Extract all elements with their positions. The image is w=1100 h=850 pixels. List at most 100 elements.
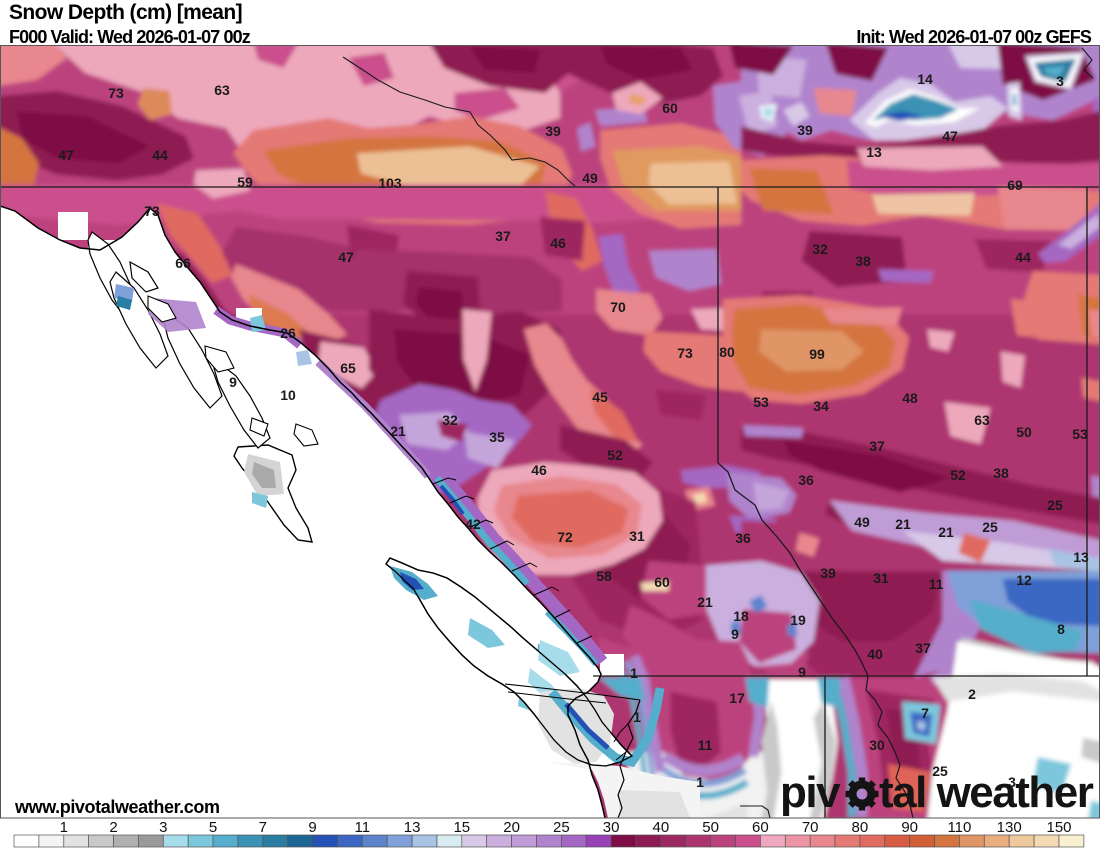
svg-text:99: 99 xyxy=(809,346,825,362)
svg-text:12: 12 xyxy=(1016,572,1032,588)
svg-text:66: 66 xyxy=(175,255,191,271)
svg-text:11: 11 xyxy=(929,576,944,592)
svg-text:70: 70 xyxy=(610,299,626,315)
svg-text:9: 9 xyxy=(308,819,316,836)
svg-text:37: 37 xyxy=(495,228,511,244)
svg-text:80: 80 xyxy=(719,344,735,360)
svg-text:44: 44 xyxy=(152,147,168,163)
svg-text:50: 50 xyxy=(1016,424,1032,440)
svg-text:1: 1 xyxy=(60,819,68,836)
svg-text:49: 49 xyxy=(582,170,598,186)
svg-text:59: 59 xyxy=(237,174,253,190)
svg-text:73: 73 xyxy=(677,345,693,361)
svg-text:13: 13 xyxy=(1073,549,1089,565)
svg-text:46: 46 xyxy=(550,235,566,251)
svg-text:32: 32 xyxy=(812,241,828,257)
svg-text:10: 10 xyxy=(280,387,296,403)
svg-text:37: 37 xyxy=(869,438,885,454)
svg-text:34: 34 xyxy=(813,398,829,414)
svg-text:60: 60 xyxy=(752,819,769,836)
svg-text:35: 35 xyxy=(489,429,505,445)
svg-text:3: 3 xyxy=(1008,774,1016,790)
svg-text:9: 9 xyxy=(229,374,237,390)
svg-text:11: 11 xyxy=(355,819,371,836)
svg-text:73: 73 xyxy=(108,85,124,101)
svg-text:15: 15 xyxy=(453,819,470,836)
svg-text:8: 8 xyxy=(1057,621,1065,637)
svg-text:9: 9 xyxy=(731,626,739,642)
svg-text:50: 50 xyxy=(702,819,719,836)
svg-text:49: 49 xyxy=(854,514,870,530)
svg-text:1: 1 xyxy=(633,709,641,725)
svg-text:63: 63 xyxy=(974,412,990,428)
svg-text:40: 40 xyxy=(653,819,670,836)
svg-text:1: 1 xyxy=(630,665,638,681)
svg-text:21: 21 xyxy=(697,594,713,610)
svg-text:39: 39 xyxy=(797,122,813,138)
svg-text:32: 32 xyxy=(442,412,458,428)
svg-text:53: 53 xyxy=(753,394,769,410)
svg-text:53: 53 xyxy=(1072,426,1088,442)
svg-text:52: 52 xyxy=(607,447,623,463)
svg-text:30: 30 xyxy=(603,819,620,836)
svg-text:70: 70 xyxy=(802,819,819,836)
svg-text:44: 44 xyxy=(1015,249,1031,265)
svg-text:130: 130 xyxy=(997,819,1022,836)
svg-text:21: 21 xyxy=(938,524,954,540)
svg-text:25: 25 xyxy=(553,819,570,836)
svg-text:2: 2 xyxy=(968,686,976,702)
svg-text:25: 25 xyxy=(1047,497,1063,513)
svg-text:21: 21 xyxy=(895,516,911,532)
svg-text:11: 11 xyxy=(698,737,713,753)
svg-text:31: 31 xyxy=(629,528,645,544)
svg-text:13: 13 xyxy=(404,819,421,836)
svg-text:60: 60 xyxy=(654,574,670,590)
svg-text:150: 150 xyxy=(1046,819,1071,836)
svg-text:47: 47 xyxy=(338,249,354,265)
svg-text:52: 52 xyxy=(950,467,966,483)
svg-text:36: 36 xyxy=(735,530,751,546)
svg-text:60: 60 xyxy=(662,100,678,116)
svg-text:37: 37 xyxy=(915,640,931,656)
svg-text:tal weather: tal weather xyxy=(879,768,1094,817)
svg-text:19: 19 xyxy=(790,612,806,628)
svg-text:18: 18 xyxy=(733,608,749,624)
svg-text:46: 46 xyxy=(531,462,547,478)
svg-text:38: 38 xyxy=(855,253,871,269)
svg-text:72: 72 xyxy=(557,529,573,545)
svg-text:58: 58 xyxy=(596,568,612,584)
svg-text:1: 1 xyxy=(696,774,704,790)
svg-text:69: 69 xyxy=(1007,177,1023,193)
svg-text:65: 65 xyxy=(340,360,356,376)
svg-text:30: 30 xyxy=(869,737,885,753)
svg-text:9: 9 xyxy=(798,664,806,680)
svg-text:73: 73 xyxy=(144,203,160,219)
svg-text:20: 20 xyxy=(503,819,520,836)
svg-text:48: 48 xyxy=(902,390,918,406)
svg-text:5: 5 xyxy=(209,819,217,836)
svg-text:45: 45 xyxy=(592,389,608,405)
svg-text:2: 2 xyxy=(109,819,117,836)
svg-text:39: 39 xyxy=(820,565,836,581)
svg-text:110: 110 xyxy=(947,819,971,836)
svg-text:piv: piv xyxy=(780,768,841,817)
svg-text:47: 47 xyxy=(942,128,958,144)
svg-text:25: 25 xyxy=(982,519,998,535)
svg-text:17: 17 xyxy=(729,690,745,706)
svg-text:80: 80 xyxy=(852,819,869,836)
svg-text:90: 90 xyxy=(901,819,918,836)
svg-text:3: 3 xyxy=(159,819,167,836)
svg-text:38: 38 xyxy=(993,465,1009,481)
svg-text:103: 103 xyxy=(378,175,402,191)
svg-text:25: 25 xyxy=(932,763,948,779)
svg-text:21: 21 xyxy=(390,423,406,439)
svg-text:7: 7 xyxy=(259,819,267,836)
svg-text:13: 13 xyxy=(866,144,882,160)
svg-text:40: 40 xyxy=(867,646,883,662)
svg-text:36: 36 xyxy=(798,472,814,488)
svg-text:14: 14 xyxy=(917,71,933,87)
svg-text:63: 63 xyxy=(214,82,230,98)
svg-text:39: 39 xyxy=(545,123,561,139)
svg-text:3: 3 xyxy=(1056,73,1064,89)
svg-text:47: 47 xyxy=(58,147,74,163)
